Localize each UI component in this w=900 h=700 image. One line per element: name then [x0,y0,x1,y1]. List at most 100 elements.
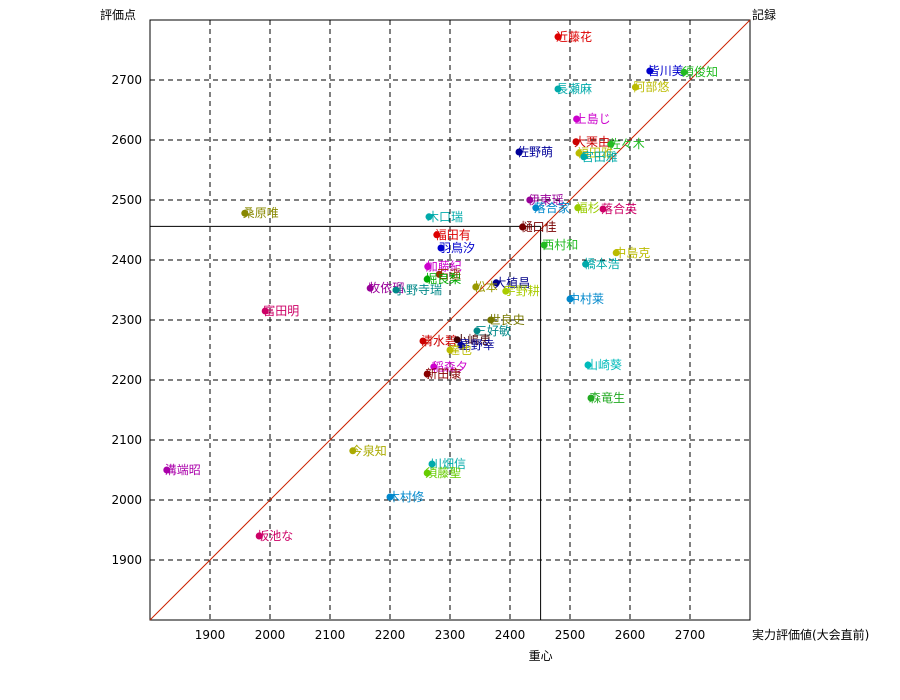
x-tick-label: 2000 [255,628,286,642]
x-tick-label: 2200 [375,628,406,642]
point-label: 西村和 [542,238,578,252]
y-axis-label: 評価点 [100,7,136,22]
point-label: 松本 [474,280,498,294]
data-point: 清水碧 [419,334,457,348]
point-marker [573,115,581,123]
data-point: 山崎葵 [584,358,622,372]
data-point: 小嶋恵 [453,333,491,347]
point-marker [631,83,639,91]
point-label: 新田康 [425,366,461,381]
point-marker [241,209,249,217]
point-marker [423,469,431,477]
point-marker [433,231,441,239]
data-point: 西村和 [540,238,578,252]
point-label: 今泉知 [351,443,387,458]
point-marker [572,138,580,146]
tick-labels: 1900 2000 2100 2200 2300 2400 2500 2600 2700 1900… [111,73,705,642]
data-point: 近藤花 [554,29,592,44]
point-marker [532,204,540,212]
point-label: 佐野萌 [517,145,553,159]
point-marker [680,68,688,76]
data-point: 中村莱 [566,291,604,306]
point-marker [366,284,374,292]
data-point: 羽鳥汐 [437,240,475,255]
point-label: 川畑信 [430,457,466,471]
point-label: 上島じ [575,111,611,126]
point-label: 阿部悠 [633,79,669,94]
point-label: 宮田雅 [582,149,618,164]
data-point: 星野幸 [457,338,495,352]
point-marker [163,466,171,474]
point-label: 清水碧 [421,334,457,348]
data-point: 長瀬麻 [554,81,592,96]
point-label: 中村莱 [568,291,604,306]
point-marker [453,336,461,344]
y-tick-label: 2300 [111,313,142,327]
point-label: 樋口佳 [521,219,557,234]
point-marker [430,363,438,371]
point-marker [425,213,433,221]
point-label: 世良史 [489,312,525,327]
point-label: 大植昌 [494,275,530,290]
point-label: 山崎葵 [586,358,622,372]
point-marker [392,286,400,294]
point-marker [437,244,445,252]
data-point: 今泉知 [349,443,387,458]
data-point: 皆川美 [646,64,684,78]
point-marker [473,327,481,335]
y-tick-label: 2700 [111,73,142,87]
data-point: 宮田雅 [580,149,618,164]
point-label: 皆川美 [648,64,684,78]
point-marker [255,532,263,540]
point-label: 羽鳥汐 [439,240,475,255]
point-label: 福田有 [435,227,471,242]
point-marker [502,287,510,295]
x-tick-label: 2400 [495,628,526,642]
x-tick-label: 2600 [615,628,646,642]
point-label: 堀良梨 [425,271,461,286]
data-point: 橋本浩 [582,257,620,271]
point-marker [428,460,436,468]
data-point: 大植昌 [492,275,530,290]
y-tick-label: 2500 [111,193,142,207]
data-point: 稲森夕 [430,359,468,374]
data-point: 宇野耕 [502,283,540,298]
point-label: 福杉 [576,200,600,215]
point-label: 落合英 [601,201,637,216]
point-marker [457,341,465,349]
point-marker [575,149,583,157]
data-point: 上島じ [573,111,611,126]
point-label: 三好敏 [475,323,511,338]
data-point: 世良史 [487,312,525,327]
data-point: 加藤紀 [424,260,462,274]
data-point: 桑原唯 [241,206,279,220]
data-point: 佐々木 [607,137,645,151]
point-label: 桑原唯 [243,206,279,220]
point-marker [574,204,582,212]
point-label: 加藤紀 [426,260,462,274]
data-point: 中島克 [612,245,650,260]
data-point: 溝端昭 [163,463,201,477]
data-point: 松本 [472,280,498,294]
point-label: 森竜生 [589,390,625,405]
data-point: 三好敏 [473,323,511,338]
point-label: 佐々木 [609,137,645,151]
point-marker [580,153,588,161]
y-tick-label: 2600 [111,133,142,147]
point-marker [519,223,527,231]
point-marker [423,370,431,378]
point-label: 中島克 [614,245,650,260]
point-marker [446,346,454,354]
point-marker [487,316,495,324]
point-marker [349,447,357,455]
data-point: 落合英 [599,201,637,216]
point-marker [424,263,432,271]
y-tick-label: 1900 [111,553,142,567]
point-marker [582,260,590,268]
x-tick-label: 2700 [675,628,706,642]
point-marker [526,196,534,204]
data-point: 堀良梨 [423,271,461,286]
point-marker [419,337,427,345]
data-point: 須俊知 [680,64,718,79]
point-label: 須俊知 [682,64,718,79]
